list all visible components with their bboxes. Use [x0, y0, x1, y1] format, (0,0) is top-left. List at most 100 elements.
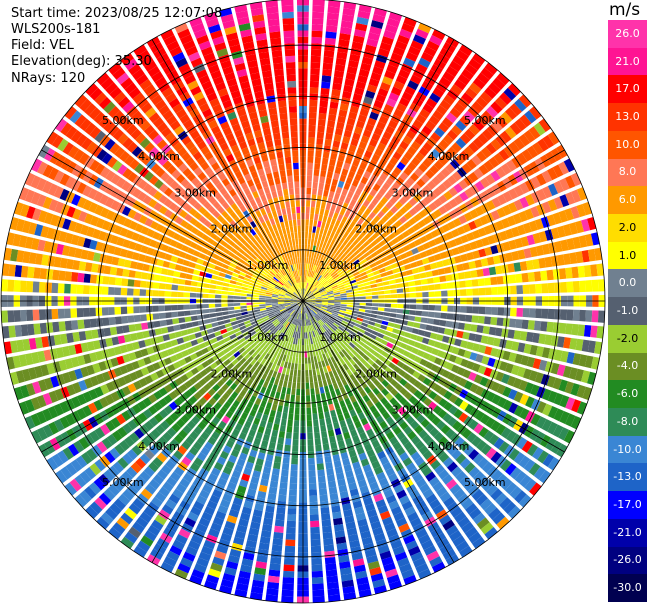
ppi-gate — [544, 256, 553, 268]
ppi-gate — [371, 266, 379, 272]
ppi-gate — [572, 236, 582, 249]
ppi-gate — [433, 160, 444, 171]
ppi-gate — [376, 366, 384, 375]
ppi-gate — [338, 109, 348, 118]
ppi-gate — [480, 335, 489, 344]
ppi-gate — [393, 80, 405, 91]
ppi-gate — [421, 257, 430, 265]
ppi-gate — [552, 164, 564, 178]
ppi-gate — [328, 210, 334, 218]
ppi-gate — [471, 154, 482, 166]
ppi-gate — [459, 289, 467, 296]
ppi-gate — [350, 246, 358, 254]
ppi-gate — [513, 330, 522, 340]
ppi-gate — [316, 282, 322, 288]
ppi-gate — [509, 122, 522, 135]
ppi-gate — [587, 248, 596, 262]
ppi-gate — [358, 328, 366, 334]
ppi-gate — [312, 188, 318, 195]
ppi-gate — [308, 303, 315, 307]
ppi-gate — [472, 119, 485, 132]
ppi-gate — [394, 255, 402, 262]
ppi-gate — [505, 340, 514, 350]
ppi-gate — [142, 330, 150, 339]
ppi-gate — [498, 441, 510, 453]
ppi-gate — [259, 304, 266, 307]
ppi-gate — [322, 379, 328, 387]
ppi-gate — [323, 145, 331, 153]
ppi-gate — [370, 240, 378, 247]
ppi-gate — [70, 308, 78, 318]
ppi-gate — [158, 282, 166, 290]
ppi-gate — [410, 40, 424, 51]
ppi-gate — [377, 263, 385, 270]
ppi-gate — [428, 115, 440, 126]
ppi-gate — [306, 413, 312, 421]
ppi-gate — [438, 387, 448, 397]
ppi-gate — [371, 362, 380, 370]
ppi-gate — [334, 127, 344, 136]
ppi-gate — [364, 123, 375, 133]
ppi-gate — [348, 144, 357, 153]
ppi-gate — [307, 283, 312, 290]
ppi-gate — [340, 293, 347, 296]
ppi-gate — [299, 338, 302, 346]
ppi-gate — [8, 264, 16, 277]
ppi-gate — [401, 91, 413, 102]
ppi-gate — [516, 224, 526, 236]
ppi-gate — [425, 232, 434, 241]
ppi-gate — [349, 220, 356, 229]
ppi-gate — [451, 142, 462, 153]
ppi-gate — [458, 412, 469, 423]
ppi-gate — [422, 184, 432, 195]
ppi-gate — [400, 156, 410, 166]
ppi-gate — [344, 257, 351, 264]
ppi-gate — [352, 193, 360, 202]
ppi-gate — [326, 468, 335, 476]
ppi-gate — [316, 313, 323, 319]
ppi-gate — [338, 286, 346, 291]
ppi-gate — [120, 306, 128, 315]
ppi-gate — [329, 317, 336, 323]
ppi-gate — [234, 306, 241, 310]
ppi-gate — [319, 309, 326, 313]
ppi-gate — [227, 295, 234, 299]
ppi-gate — [326, 575, 339, 584]
ppi-gate — [327, 307, 334, 310]
ppi-gate — [437, 268, 446, 275]
ppi-gate — [526, 443, 539, 457]
ppi-gate — [420, 317, 428, 324]
ppi-gate — [398, 369, 407, 377]
ppi-gate — [364, 312, 371, 317]
ppi-gate — [547, 457, 560, 471]
ppi-gate — [330, 409, 337, 418]
ppi-gate — [126, 306, 134, 314]
ppi-gate — [281, 386, 287, 394]
ppi-gate — [327, 267, 334, 274]
ppi-gate — [206, 267, 214, 274]
ppi-gate — [429, 34, 443, 46]
ppi-gate — [310, 394, 316, 402]
ppi-gate — [313, 219, 318, 227]
ppi-gate — [472, 343, 481, 352]
ppi-gate — [399, 378, 408, 387]
ppi-gate — [509, 467, 522, 480]
ppi-gate — [439, 99, 452, 111]
ppi-gate — [463, 110, 476, 122]
ppi-gate — [416, 244, 425, 253]
ppi-gate — [253, 292, 260, 295]
ppi-gate — [336, 160, 344, 169]
ppi-gate — [333, 292, 341, 296]
ppi-gate — [509, 318, 517, 328]
ppi-gate — [304, 288, 306, 295]
ppi-gate — [459, 280, 466, 288]
ppi-gate — [354, 126, 363, 135]
ppi-gate — [252, 304, 260, 308]
ppi-gate — [377, 286, 385, 291]
ppi-gate — [350, 315, 358, 320]
ppi-gate — [338, 221, 345, 229]
ppi-gate — [298, 332, 301, 339]
ppi-gate — [293, 426, 299, 434]
ppi-gate — [318, 412, 325, 420]
ppi-gate — [442, 71, 455, 83]
